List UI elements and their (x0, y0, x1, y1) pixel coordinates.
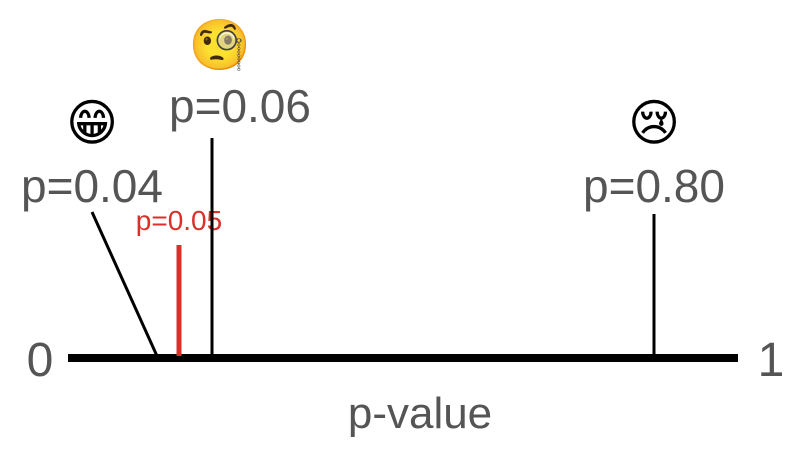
marker-p06-label: p=0.06 (169, 80, 311, 132)
axis-max-label: 1 (758, 334, 785, 387)
marker-p04-label: p=0.04 (21, 160, 163, 212)
marker-p04-leader (90, 211, 159, 357)
axis-min-label: 0 (27, 334, 54, 387)
marker-p06: p=0.06 🧐 (169, 17, 311, 356)
monocle-face-icon: 🧐 (189, 17, 251, 73)
marker-p80-label: p=0.80 (583, 160, 725, 212)
marker-p04: p=0.04 😁 (21, 95, 163, 357)
crying-face-icon: 😢 (628, 95, 680, 151)
threshold-label: p=0.05 (136, 205, 222, 236)
axis-title: p-value (348, 389, 492, 438)
grinning-face-icon: 😁 (66, 95, 118, 151)
marker-p80: p=0.80 😢 (583, 95, 725, 356)
